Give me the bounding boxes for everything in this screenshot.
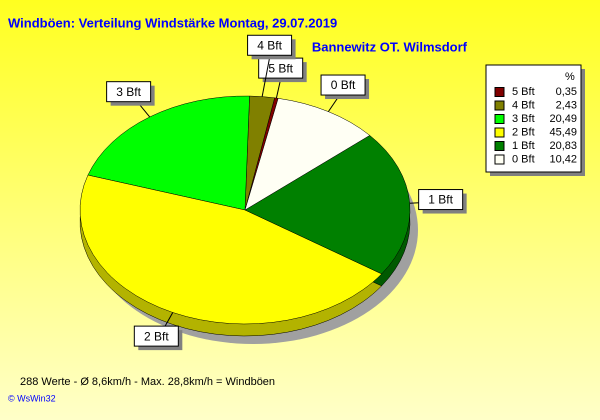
legend-swatch <box>494 114 505 124</box>
legend-label: 4 Bft <box>512 99 535 111</box>
legend-label: 5 Bft <box>512 86 535 98</box>
copyright: © WsWin32 <box>8 393 56 403</box>
legend-value: 45,49 <box>549 126 577 138</box>
pie-slice <box>244 135 411 275</box>
legend-value: 20,49 <box>549 113 577 125</box>
label-box <box>133 325 179 347</box>
legend-swatch <box>494 154 505 165</box>
legend-label: 1 Bft <box>512 140 535 152</box>
label-box <box>106 81 152 103</box>
legend-title: % <box>565 71 575 83</box>
chart-title: Windböen: Verteilung Windstärke Montag, … <box>8 15 337 30</box>
chart-subtitle: Bannewitz OT. Wilmsdorf <box>312 39 468 54</box>
legend-swatch <box>494 100 505 111</box>
slice-label: 5 Bft <box>268 61 293 75</box>
legend-swatch <box>494 141 505 151</box>
label-box <box>418 189 464 211</box>
legend-swatch <box>494 87 505 97</box>
slice-label: 1 Bft <box>428 193 453 207</box>
legend-value: 2,43 <box>556 99 577 111</box>
label-box <box>320 74 366 96</box>
legend-label: 0 Bft <box>512 153 535 165</box>
legend: % 5 Bft 0,35 4 Bft 2,43 3 Bft 20,49 2 Bft 45,49… <box>485 64 585 176</box>
pie-slice <box>79 174 383 325</box>
slice-label: 4 Bft <box>257 38 282 52</box>
legend-value: 10,42 <box>549 153 577 165</box>
pie-slice <box>87 95 250 211</box>
footer: 288 Werte - Ø 8,6km/h - Max. 28,8km/h = … <box>20 376 275 388</box>
legend-swatch <box>494 127 505 138</box>
legend-label: 3 Bft <box>512 113 535 125</box>
legend-value: 20,83 <box>549 140 577 152</box>
legend-value: 0,35 <box>556 86 577 98</box>
label-box <box>247 34 293 56</box>
legend-label: 2 Bft <box>512 126 535 138</box>
slice-label: 3 Bft <box>116 85 141 99</box>
slice-label: 0 Bft <box>331 78 356 92</box>
pie-slice <box>244 98 371 211</box>
slice-label: 2 Bft <box>144 329 169 343</box>
